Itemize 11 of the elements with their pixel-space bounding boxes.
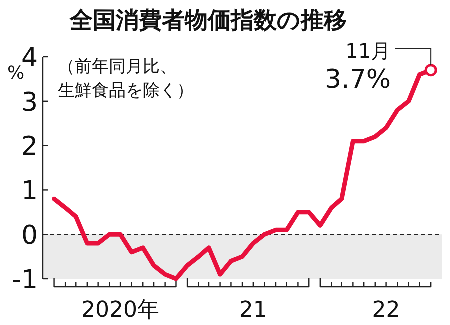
x-tick-label: 21 [239, 298, 268, 323]
y-tick-label: 1 [21, 176, 38, 207]
chart-title: 全国消費者物価指数の推移 [69, 8, 347, 34]
y-tick-label: -1 [12, 265, 38, 296]
x-tick-label: 22 [372, 298, 400, 323]
y-tick-label: 3 [21, 88, 38, 118]
annotation: 11月 3.7% [325, 39, 392, 95]
text: （前年同月比、生鮮食品を除く） [58, 57, 194, 101]
x-tick-label: 2020年 [82, 298, 160, 323]
y-tick-label: 0 [21, 220, 38, 251]
y-tick-label: 2 [21, 132, 38, 162]
